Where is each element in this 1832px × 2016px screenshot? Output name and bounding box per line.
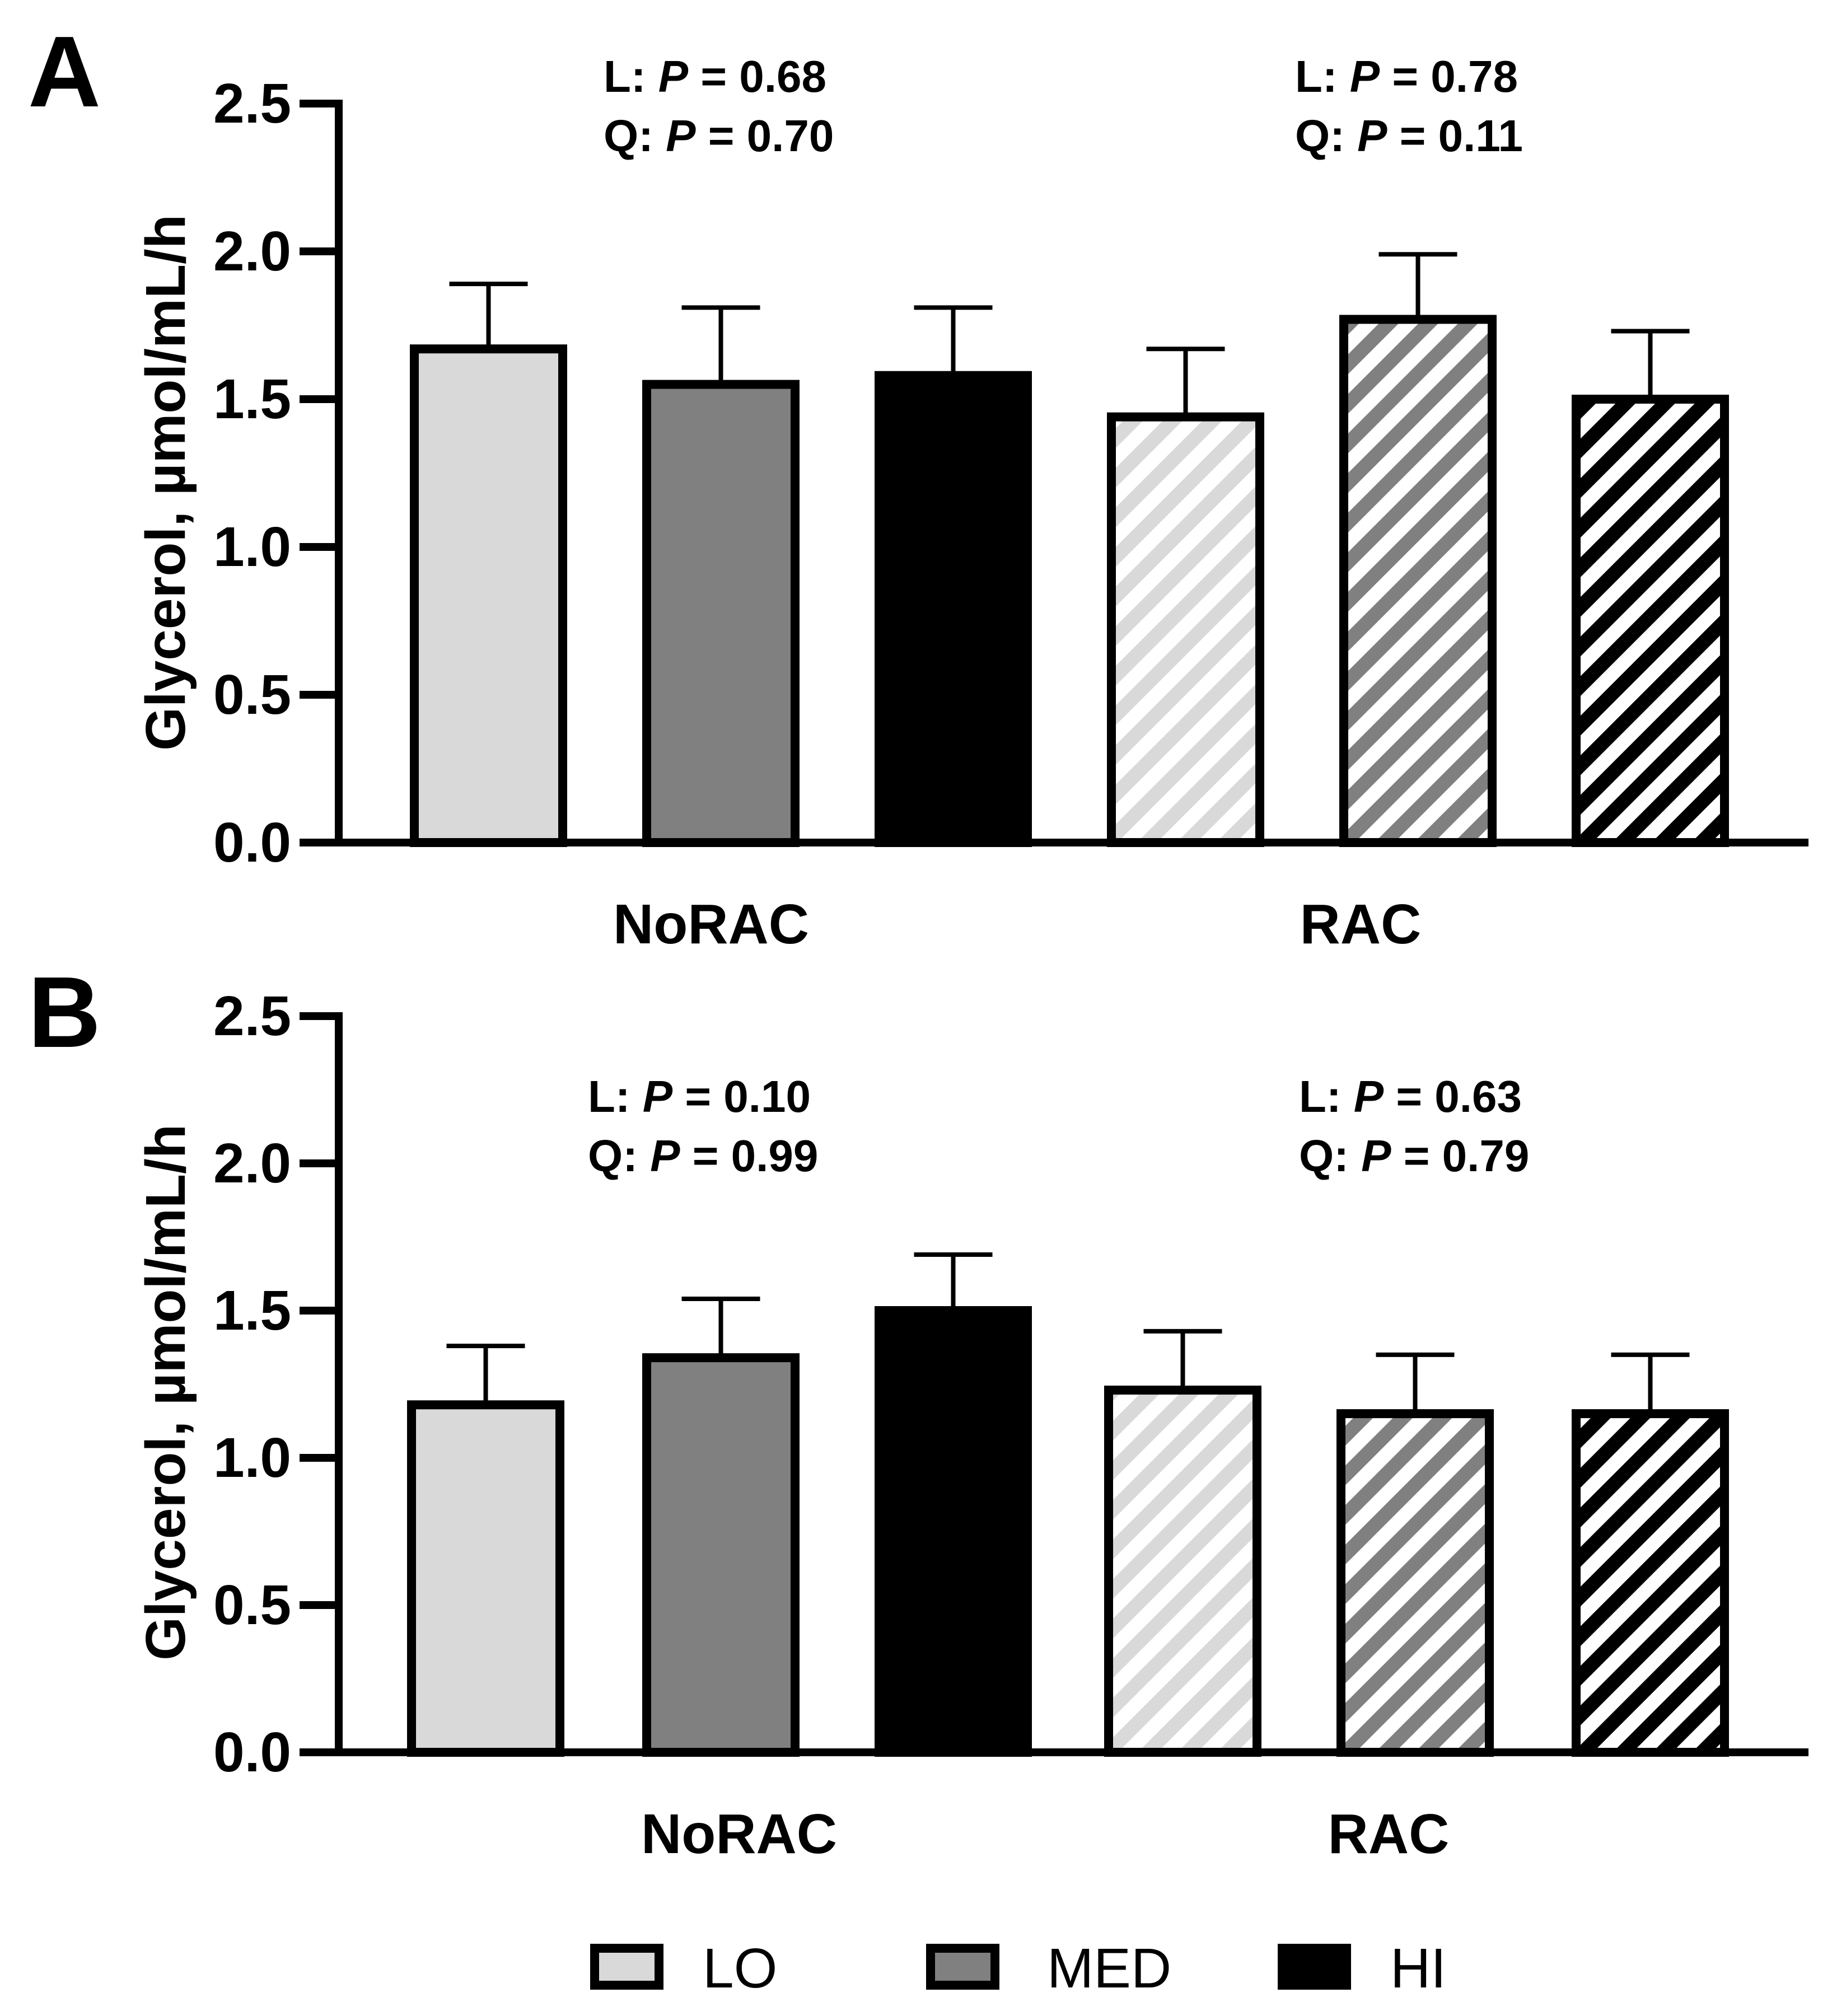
bar-rac-med — [1339, 315, 1497, 847]
legend-swatch-lo — [590, 1944, 663, 1990]
legend-label-hi: HI — [1390, 1937, 1446, 2000]
axes — [335, 1012, 1808, 1756]
legend-label-lo: LO — [703, 1937, 777, 2000]
quadratic-p-text: Q: P = 0.99 — [588, 1131, 818, 1181]
linear-p-text: L: P = 0.63 — [1299, 1072, 1522, 1121]
bar-norac-med — [642, 1353, 800, 1757]
stats-norac: L: P = 0.68 Q: P = 0.70 — [604, 52, 834, 161]
bar-norac-lo — [407, 1400, 564, 1757]
legend-swatch-med — [926, 1944, 999, 1990]
bar-rac-hi — [1572, 1409, 1729, 1757]
y-axis-ticks: 0.0 0.5 1.0 1.5 2.0 2.5 — [213, 985, 339, 1784]
y-axis-title: Glycerol, µmol/mL/h — [134, 1124, 197, 1660]
y-tick-label: 0.0 — [213, 1721, 291, 1784]
y-tick-label: 1.5 — [213, 1279, 291, 1342]
legend-item-med: MED — [926, 1937, 1171, 2000]
bar-norac-med — [642, 380, 800, 847]
legend-swatch-hi — [1278, 1944, 1351, 1990]
group-label-rac: RAC — [1328, 1803, 1450, 1865]
group-labels: NoRAC RAC — [641, 1803, 1449, 1865]
bar-rac-med — [1336, 1409, 1494, 1757]
linear-p-text: L: P = 0.68 — [604, 52, 826, 101]
axes — [335, 100, 1808, 846]
y-tick-label: 2.5 — [213, 985, 291, 1047]
group-label-norac: NoRAC — [613, 893, 809, 956]
legend: LO MED HI — [590, 1937, 1446, 2000]
legend-label-med: MED — [1047, 1937, 1171, 2000]
y-tick-label: 1.5 — [213, 368, 291, 431]
group-labels: NoRAC RAC — [613, 893, 1421, 956]
bars — [410, 252, 1729, 847]
y-tick-label: 1.0 — [213, 516, 291, 578]
bars — [407, 1252, 1729, 1757]
group-label-rac: RAC — [1300, 893, 1422, 956]
y-tick-label: 0.5 — [213, 1574, 291, 1636]
quadratic-p-text: Q: P = 0.11 — [1295, 111, 1523, 161]
y-tick-label: 2.0 — [213, 1132, 291, 1195]
bar-norac-lo — [410, 344, 567, 847]
quadratic-p-text: Q: P = 0.70 — [604, 111, 834, 161]
bar-rac-lo — [1104, 1386, 1261, 1757]
bar-norac-hi — [875, 371, 1032, 847]
group-label-norac: NoRAC — [641, 1803, 837, 1865]
y-axis-ticks: 0.0 0.5 1.0 1.5 2.0 2.5 — [213, 72, 339, 874]
y-axis-title: Glycerol, µmol/mL/h — [134, 214, 197, 751]
bar-rac-lo — [1107, 412, 1264, 847]
y-tick-label: 2.0 — [213, 220, 291, 283]
quadratic-p-text: Q: P = 0.79 — [1299, 1131, 1529, 1181]
y-tick-label: 0.5 — [213, 663, 291, 726]
stats-norac: L: P = 0.10 Q: P = 0.99 — [588, 1072, 818, 1181]
stats-rac: L: P = 0.63 Q: P = 0.79 — [1299, 1072, 1529, 1181]
panel-b: B Glycerol, µmol/mL/h 0.0 0.5 1.0 1.5 2.0 2.5… — [28, 956, 1808, 1865]
stats-rac: L: P = 0.78 Q: P = 0.11 — [1295, 52, 1523, 161]
bar-norac-hi — [875, 1306, 1032, 1757]
linear-p-text: L: P = 0.10 — [588, 1072, 811, 1121]
panel-a: A Glycerol, µmol/mL/h 0.0 0.5 1.0 1.5 2.0 2.5… — [28, 16, 1808, 956]
bar-rac-hi — [1572, 395, 1729, 847]
linear-p-text: L: P = 0.78 — [1295, 52, 1518, 101]
panel-label: A — [28, 16, 101, 128]
legend-item-hi: HI — [1278, 1937, 1446, 2000]
y-tick-label: 1.0 — [213, 1426, 291, 1489]
y-tick-label: 2.5 — [213, 72, 291, 135]
y-tick-label: 0.0 — [213, 811, 291, 874]
legend-item-lo: LO — [590, 1937, 777, 2000]
panel-label: B — [28, 956, 101, 1069]
